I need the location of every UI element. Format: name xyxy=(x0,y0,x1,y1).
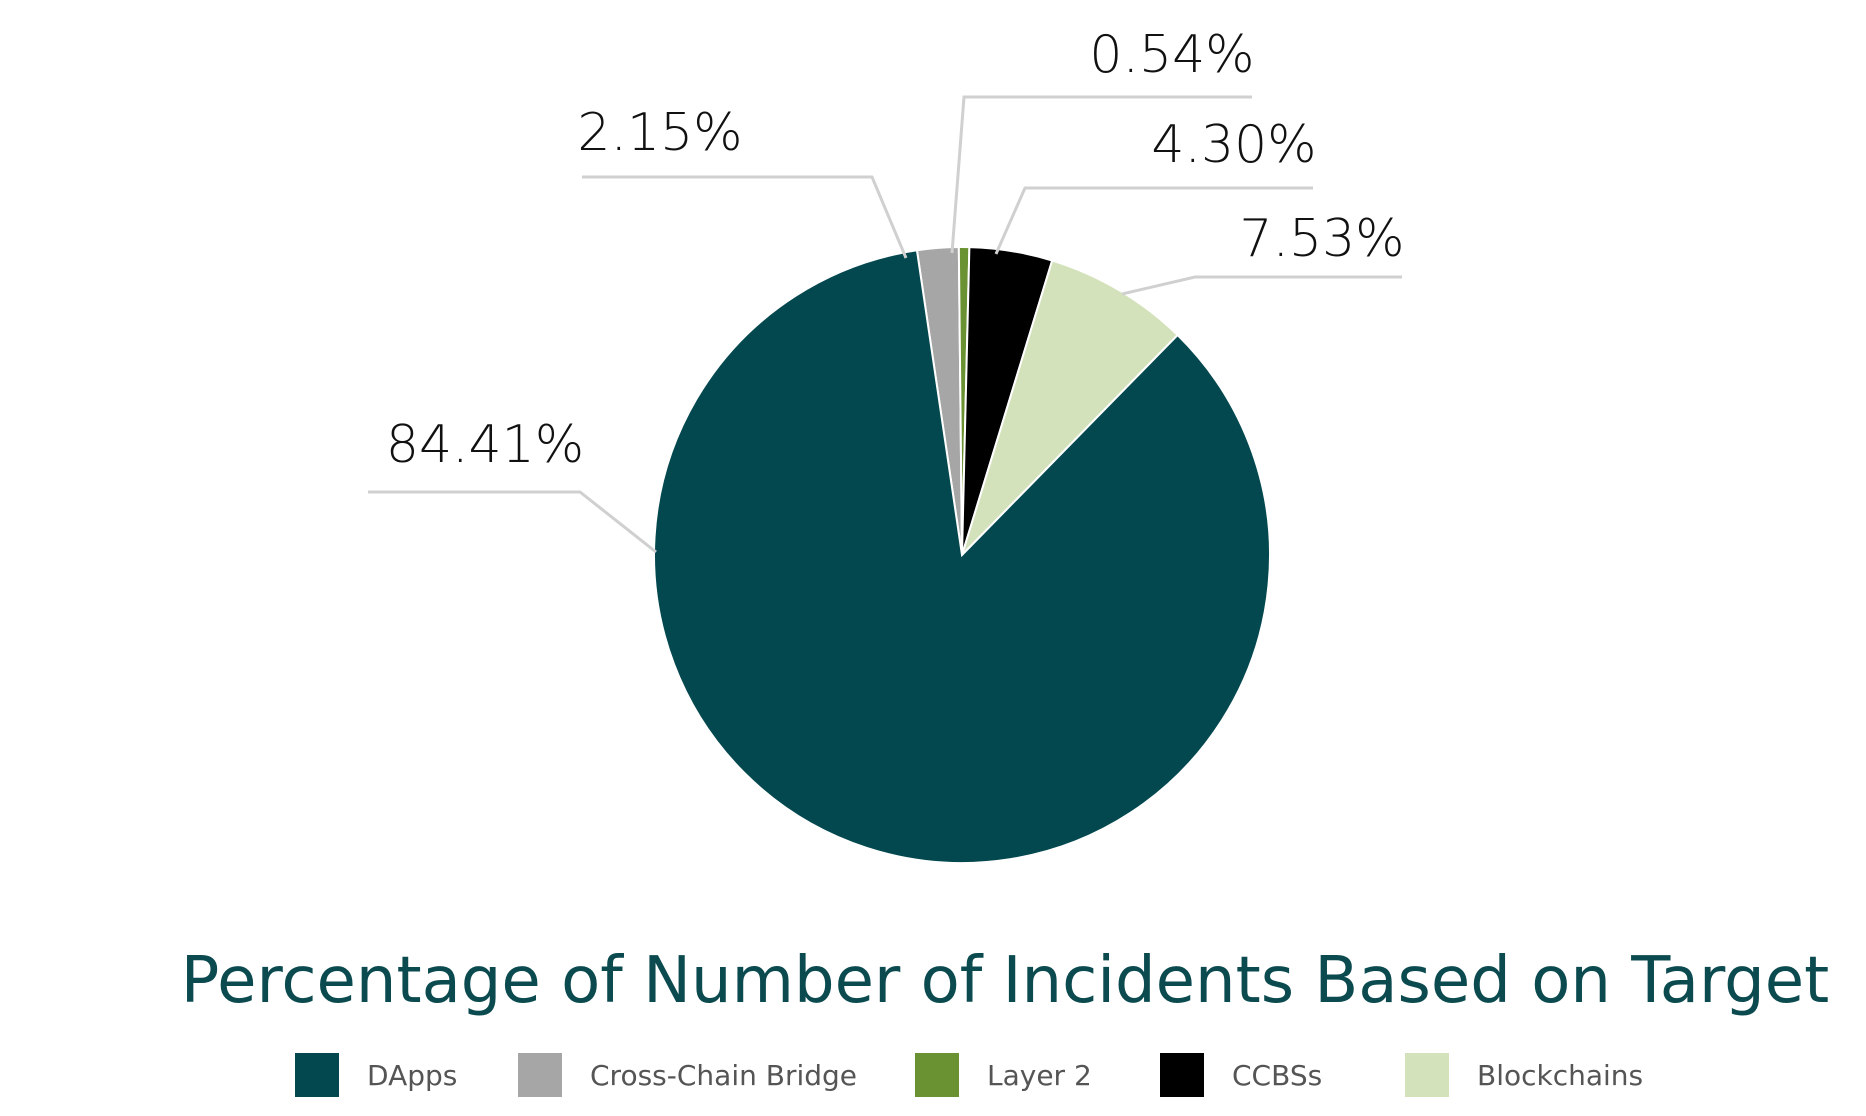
legend-label: DApps xyxy=(367,1059,457,1092)
data-label-blockchains: 7.53% xyxy=(1239,209,1404,269)
leader-line-cross-chain-bridge xyxy=(582,175,908,259)
data-labels: 84.41% 2.15% 0.54% 4.30% 7.53% xyxy=(386,25,1405,475)
legend-label: Cross-Chain Bridge xyxy=(590,1059,857,1092)
data-label-dapps: 84.41% xyxy=(386,415,584,475)
legend-item-dapps: DApps xyxy=(295,1053,457,1097)
legend-item-cross-chain-bridge: Cross-Chain Bridge xyxy=(518,1053,857,1097)
data-label-layer-2: 0.54% xyxy=(1089,25,1254,85)
leader-line-blockchains xyxy=(1121,275,1402,296)
legend-item-layer-2: Layer 2 xyxy=(915,1053,1092,1097)
pie-slice-dapps xyxy=(653,249,1271,864)
leader-line-dapps xyxy=(368,490,657,554)
data-label-ccbss: 4.30% xyxy=(1151,115,1316,175)
legend-swatch xyxy=(1160,1053,1204,1097)
legend-swatch xyxy=(518,1053,562,1097)
pie-slice-blockchains xyxy=(961,259,1180,556)
pie-slices xyxy=(653,246,1271,864)
legend-label: Blockchains xyxy=(1477,1059,1643,1092)
chart-title: Percentage of Number of Incidents Based … xyxy=(181,944,1830,1018)
leader-line-layer-2 xyxy=(950,95,1252,254)
legend-item-ccbss: CCBSs xyxy=(1160,1053,1322,1097)
legend-label: Layer 2 xyxy=(987,1059,1092,1092)
legend: DApps Cross-Chain Bridge Layer 2 CCBSs Block… xyxy=(295,1053,1643,1097)
legend-swatch xyxy=(295,1053,339,1097)
legend-label: CCBSs xyxy=(1232,1059,1322,1092)
legend-swatch xyxy=(1405,1053,1449,1097)
legend-swatch xyxy=(915,1053,959,1097)
legend-item-blockchains: Blockchains xyxy=(1405,1053,1643,1097)
data-label-cross-chain-bridge: 2.15% xyxy=(577,103,742,163)
leader-lines xyxy=(368,95,1402,554)
leader-line-ccbss xyxy=(994,186,1313,255)
